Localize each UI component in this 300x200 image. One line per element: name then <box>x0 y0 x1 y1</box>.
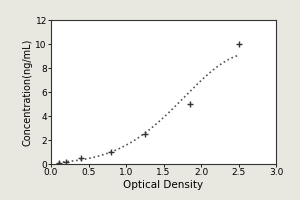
Y-axis label: Concentration(ng/mL): Concentration(ng/mL) <box>22 38 33 146</box>
X-axis label: Optical Density: Optical Density <box>123 180 204 190</box>
